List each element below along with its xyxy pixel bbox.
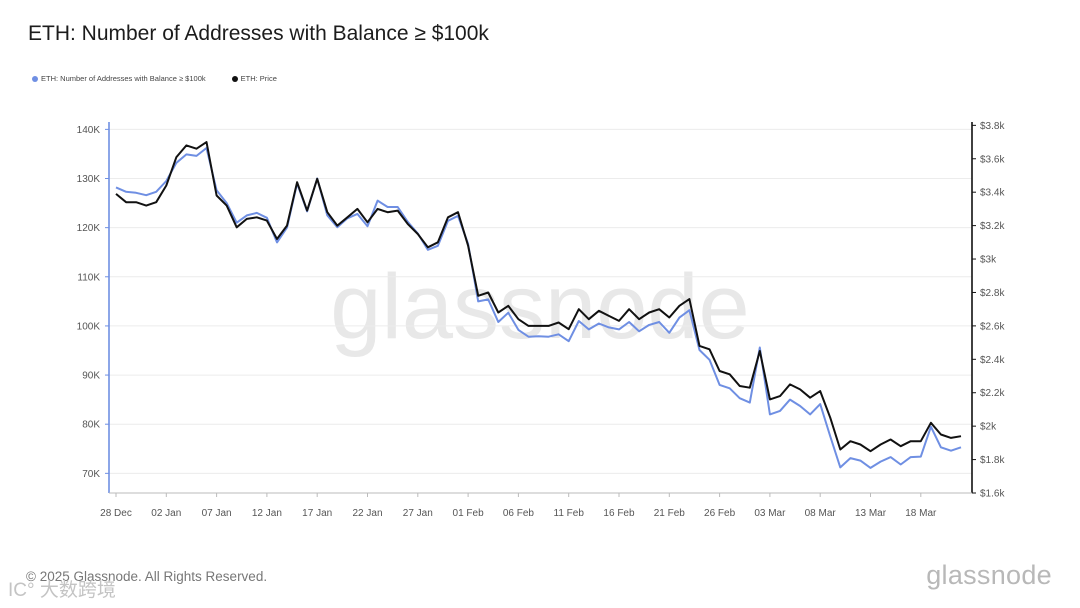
x-tick-label: 22 Jan: [352, 508, 382, 519]
x-tick-label: 17 Jan: [302, 508, 332, 519]
legend-swatch-addresses: [32, 75, 38, 82]
y-left-tick-label: 100K: [77, 321, 101, 332]
x-tick-label: 01 Feb: [453, 508, 485, 519]
x-tick-label: 26 Feb: [704, 508, 736, 519]
y-right-tick-label: $2k: [980, 422, 997, 433]
glassnode-watermark: glassnode: [330, 256, 749, 358]
x-tick-label: 13 Mar: [855, 508, 887, 519]
y-right-tick-label: $3.8k: [980, 121, 1005, 132]
x-tick-label: 28 Dec: [100, 508, 132, 519]
x-tick-label: 18 Mar: [905, 508, 937, 519]
y-right-tick-label: $3.6k: [980, 154, 1005, 165]
overlay-watermark: IC° 大数跨境: [8, 580, 116, 601]
legend-label-addresses: ETH: Number of Addresses with Balance ≥ …: [41, 74, 206, 83]
x-tick-label: 02 Jan: [151, 508, 181, 519]
copyright-text: © 2025 Glassnode. All Rights Reserved.: [26, 569, 268, 584]
x-tick-label: 11 Feb: [554, 508, 585, 519]
y-right-tick-label: $1.8k: [980, 455, 1005, 466]
legend-item-addresses[interactable]: ETH: Number of Addresses with Balance ≥ …: [32, 74, 206, 83]
y-right-tick-label: $1.6k: [980, 489, 1005, 500]
glassnode-logo: glassnode: [926, 560, 1052, 590]
y-left-tick-label: 140K: [77, 125, 101, 136]
y-left-tick-label: 70K: [82, 469, 100, 480]
legend-swatch-price: [231, 75, 238, 82]
y-left-tick-label: 130K: [77, 174, 101, 185]
chart-title: ETH: Number of Addresses with Balance ≥ …: [28, 22, 489, 45]
y-left-tick-label: 80K: [82, 420, 100, 431]
legend-item-price[interactable]: ETH: Price: [231, 74, 277, 83]
y-left-tick-label: 110K: [77, 272, 100, 283]
x-tick-label: 27 Jan: [403, 508, 433, 519]
legend-label-price: ETH: Price: [240, 74, 277, 83]
x-tick-label: 16 Feb: [603, 508, 635, 519]
x-tick-label: 06 Feb: [503, 508, 535, 519]
y-right-tick-label: $3.4k: [980, 188, 1005, 199]
x-tick-label: 08 Mar: [805, 508, 837, 519]
y-left-tick-label: 120K: [77, 223, 101, 234]
y-right-tick-label: $3k: [980, 255, 997, 266]
y-right-tick-label: $2.8k: [980, 288, 1005, 299]
x-tick-label: 21 Feb: [654, 508, 686, 519]
y-right-tick-label: $2.2k: [980, 388, 1005, 399]
x-tick-label: 12 Jan: [252, 508, 282, 519]
y-left-tick-label: 90K: [82, 371, 100, 382]
y-right-tick-label: $3.2k: [980, 221, 1005, 232]
series-line-addresses[interactable]: [115, 147, 962, 469]
x-tick-label: 03 Mar: [754, 508, 786, 519]
x-tick-label: 07 Jan: [202, 508, 232, 519]
y-right-tick-label: $2.4k: [980, 355, 1005, 366]
y-right-tick-label: $2.6k: [980, 321, 1005, 332]
legend: ETH: Number of Addresses with Balance ≥ …: [32, 74, 277, 83]
series-line-price[interactable]: [115, 141, 962, 453]
